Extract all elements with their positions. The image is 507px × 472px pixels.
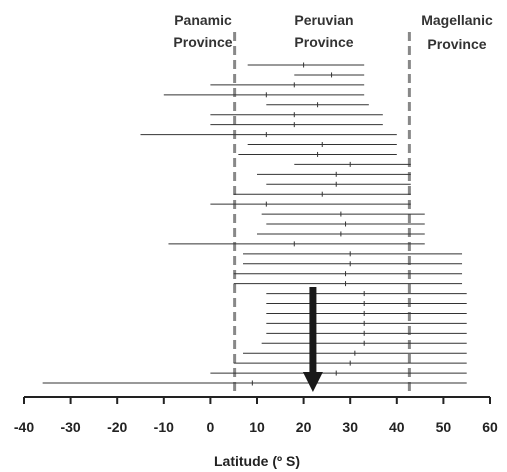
peruvian-label-line1: Peruvian <box>294 12 353 28</box>
arrow-head <box>302 372 323 392</box>
arrow-shaft <box>309 287 317 375</box>
latitude-ranges <box>42 62 467 386</box>
x-tick-label-10: 60 <box>482 419 498 435</box>
x-tick-label-4: 0 <box>207 419 215 435</box>
x-tick-label-3: -10 <box>154 419 174 435</box>
x-tick-label-9: 50 <box>436 419 452 435</box>
peruvian-label-line2: Province <box>294 34 353 50</box>
x-tick-label-0: -40 <box>14 419 34 435</box>
x-tick-label-5: 10 <box>249 419 265 435</box>
arrow-layer <box>302 287 323 392</box>
magellanic-label-line2: Province <box>427 36 486 52</box>
magellanic-label-line1: Magellanic <box>421 12 493 28</box>
panamic-label-line1: Panamic <box>174 12 232 28</box>
panamic-label-line2: Province <box>173 34 232 50</box>
x-axis: -40 -30 -20 -10 0 10 20 30 40 50 60 <box>14 396 498 435</box>
x-tick-label-6: 20 <box>296 419 312 435</box>
x-axis-title: Latitude (º S) <box>214 453 300 469</box>
x-tick-label-8: 40 <box>389 419 405 435</box>
x-tick-label-1: -30 <box>60 419 80 435</box>
x-tick-label-7: 30 <box>342 419 358 435</box>
x-tick-label-2: -20 <box>107 419 127 435</box>
